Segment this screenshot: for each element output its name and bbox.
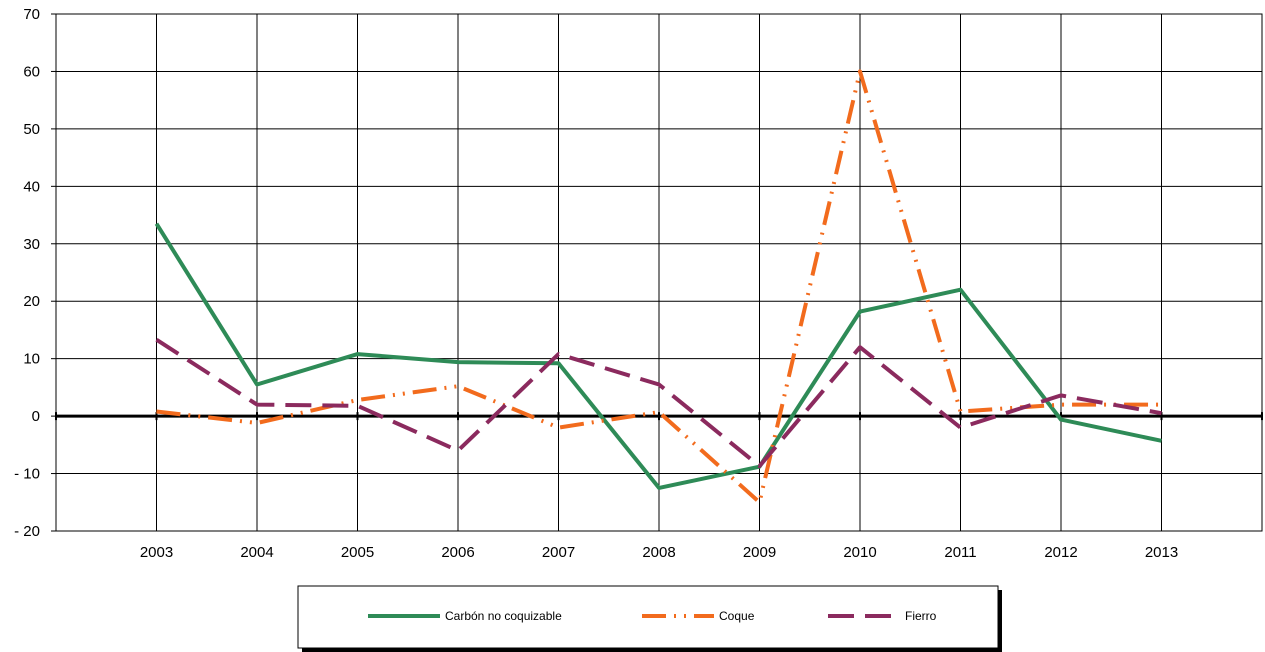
x-tick-label: 2006	[441, 544, 474, 561]
x-tick-label: 2007	[542, 544, 575, 561]
x-tick-label: 2013	[1145, 544, 1178, 561]
legend-label: Carbón no coquizable	[445, 609, 562, 623]
y-tick-label: - 20	[14, 523, 40, 540]
legend-items: Carbón no coquizable Coque Fierro	[368, 609, 937, 623]
horizontal-gridlines	[51, 13, 1262, 532]
y-tick-label: - 10	[14, 466, 40, 483]
zero-axis	[55, 412, 1263, 421]
legend-label: Coque	[719, 609, 755, 623]
x-tick-label: 2012	[1044, 544, 1077, 561]
y-tick-label: 50	[23, 121, 40, 138]
x-tick-label: 2005	[341, 544, 374, 561]
series-line-2	[156, 69, 1162, 505]
y-tick-label: 10	[23, 351, 40, 368]
y-tick-label: 40	[23, 178, 40, 195]
x-axis-tick-labels: 2003 2004 2005 2006 2007 2008 2009 2010 2011 2012…	[140, 544, 1178, 561]
y-tick-label: 60	[23, 63, 40, 80]
y-tick-label: 20	[23, 293, 40, 310]
x-tick-label: 2010	[843, 544, 876, 561]
legend: Carbón no coquizable Coque Fierro	[297, 585, 1002, 652]
y-tick-label: 30	[23, 236, 40, 253]
y-tick-label: 0	[32, 408, 40, 425]
x-tick-label: 2008	[642, 544, 675, 561]
x-tick-label: 2004	[240, 544, 273, 561]
x-tick-label: 2011	[944, 544, 976, 561]
x-tick-label: 2003	[140, 544, 173, 561]
x-tick-label: 2009	[743, 544, 776, 561]
plot-area-frame	[55, 13, 1263, 532]
y-tick-label: 70	[23, 6, 40, 23]
legend-label: Fierro	[905, 609, 937, 623]
vertical-gridlines	[156, 14, 1162, 531]
y-axis-tick-labels: 70 60 50 40 30 20 10 0 - 10 - 20	[14, 6, 40, 540]
series-lines	[154, 69, 1162, 505]
